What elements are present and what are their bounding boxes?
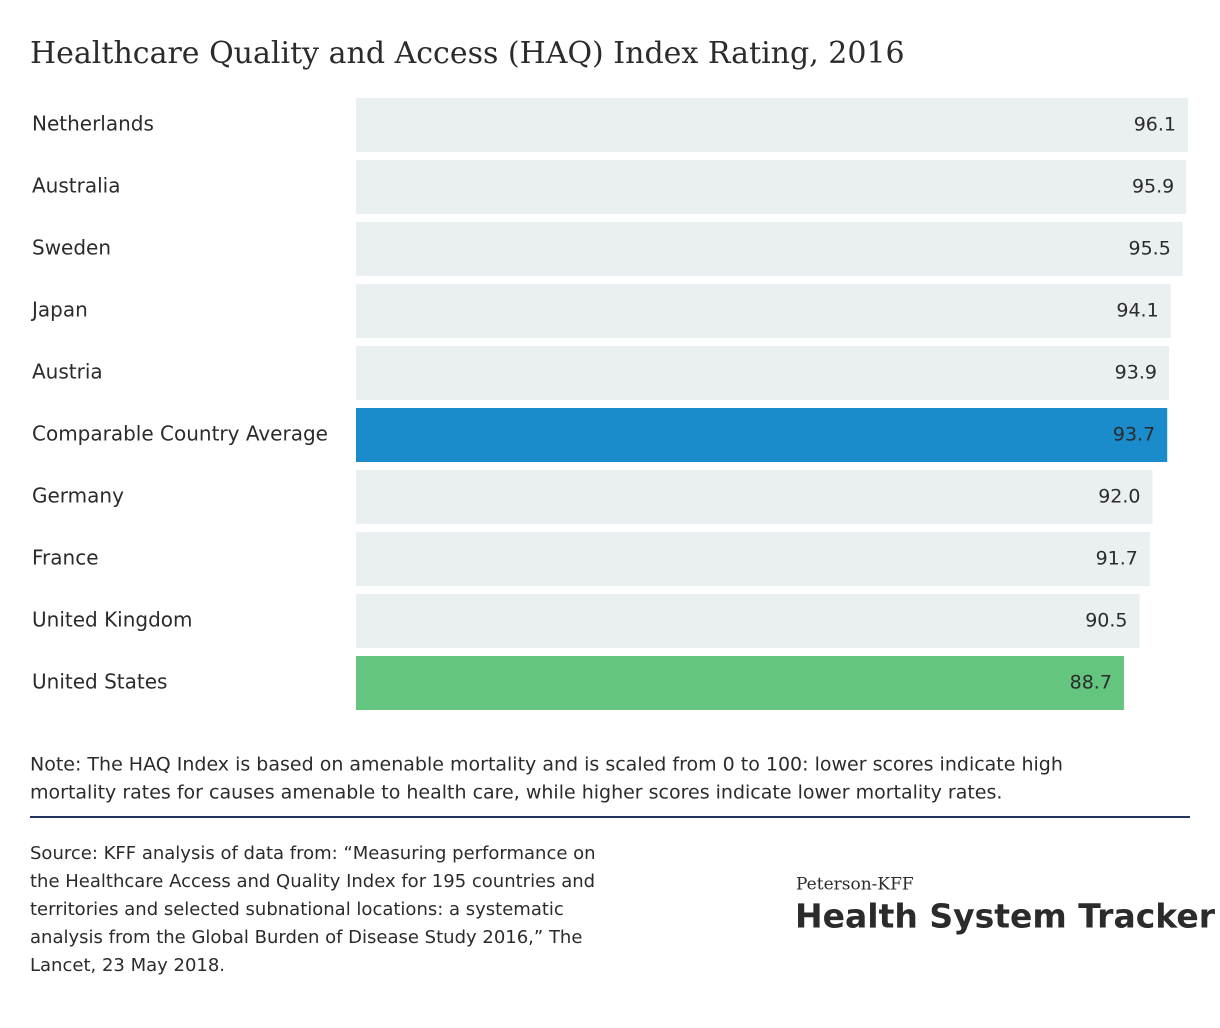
bar	[356, 160, 1187, 214]
bar	[356, 656, 1124, 710]
note: Note: The HAQ Index is based on amenable…	[30, 754, 1063, 776]
bar	[356, 532, 1150, 586]
value-label: 92.0	[1098, 486, 1140, 508]
source: analysis from the Global Burden of Disea…	[30, 927, 582, 948]
category-label: Sweden	[32, 236, 111, 260]
category-label: Japan	[30, 298, 88, 322]
bar	[356, 98, 1188, 152]
category-label: France	[32, 546, 99, 570]
note: mortality rates for causes amenable to h…	[30, 782, 1002, 804]
value-label: 95.5	[1128, 238, 1170, 260]
source: the Healthcare Access and Quality Index …	[30, 871, 595, 892]
value-label: 91.7	[1096, 548, 1138, 570]
bar	[356, 284, 1171, 338]
bar	[356, 346, 1169, 400]
bar	[356, 594, 1140, 648]
source: territories and selected subnational loc…	[30, 899, 564, 920]
category-label: Comparable Country Average	[32, 422, 328, 446]
category-label: United Kingdom	[32, 608, 193, 632]
value-label: 96.1	[1134, 114, 1176, 136]
value-label: 94.1	[1116, 300, 1158, 322]
source: Lancet, 23 May 2018.	[30, 955, 225, 976]
category-label: Austria	[32, 360, 103, 384]
category-label: United States	[32, 670, 167, 694]
brand-small: Peterson-KFF	[796, 875, 914, 895]
category-label: Germany	[32, 484, 124, 508]
value-label: 93.9	[1115, 362, 1157, 384]
bar	[356, 470, 1153, 524]
bar	[356, 408, 1168, 462]
value-label: 90.5	[1085, 610, 1127, 632]
value-label: 95.9	[1132, 176, 1174, 198]
category-label: Australia	[32, 174, 120, 198]
source: Source: KFF analysis of data from: “Meas…	[30, 843, 596, 864]
bar	[356, 222, 1183, 276]
chart-title: Healthcare Quality and Access (HAQ) Inde…	[30, 36, 905, 71]
value-label: 88.7	[1070, 672, 1112, 694]
category-label: Netherlands	[32, 112, 154, 136]
brand-large: Health System Tracker	[795, 897, 1216, 936]
value-label: 93.7	[1113, 424, 1155, 446]
